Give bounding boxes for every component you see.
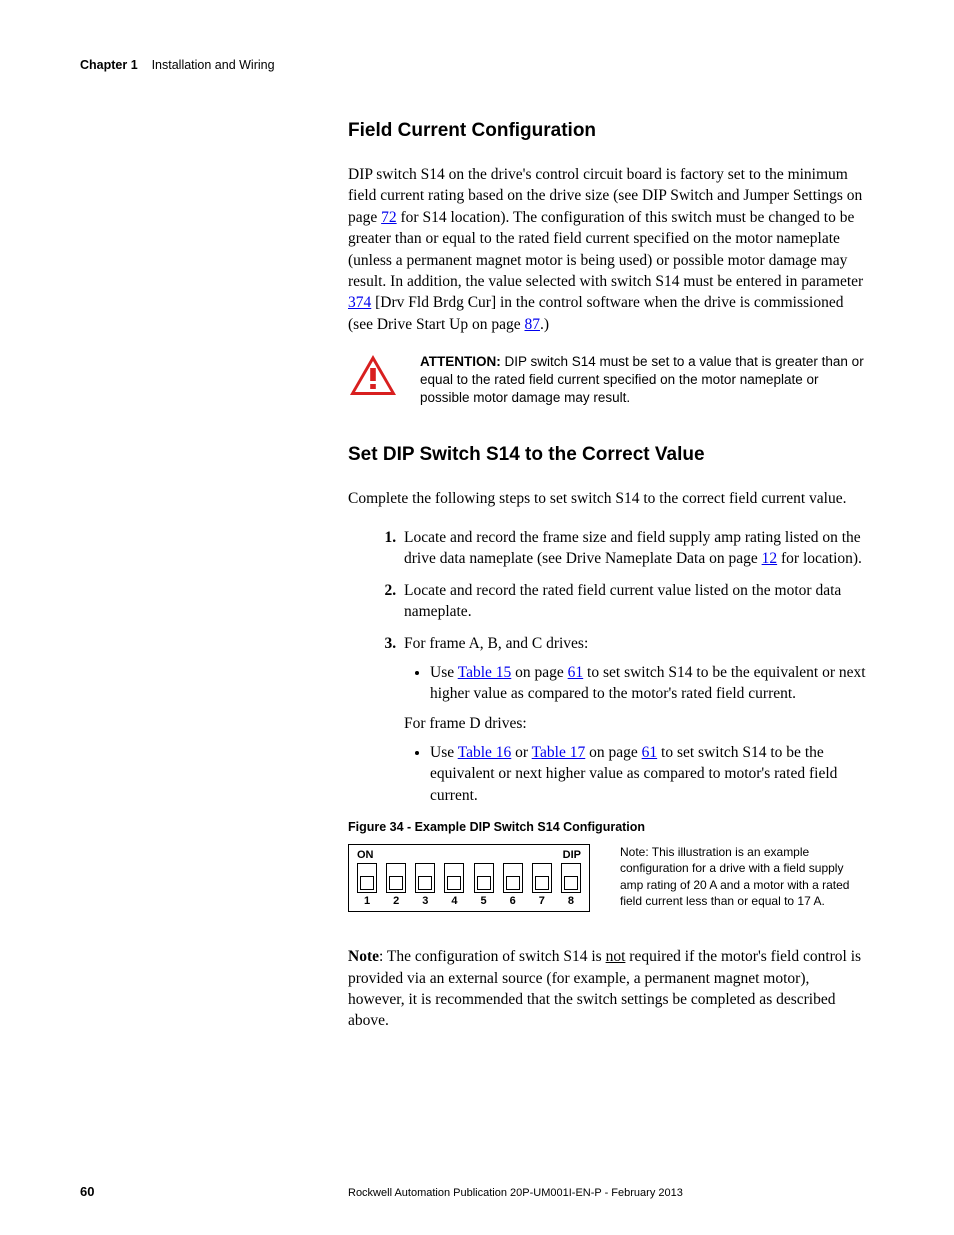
- text-fragment: on page: [511, 664, 567, 681]
- dip-on-label: ON: [357, 849, 374, 861]
- figure-row: ON DIP 12345678 Note: This illustration …: [348, 844, 868, 912]
- dip-switch-diagram: ON DIP 12345678: [348, 844, 590, 912]
- attention-label: ATTENTION:: [420, 354, 505, 369]
- page-number: 60: [80, 1184, 348, 1199]
- link-parameter-374[interactable]: 374: [348, 294, 371, 311]
- bullet-frame-abc: Use Table 15 on page 61 to set switch S1…: [430, 662, 868, 705]
- steps-list: Locate and record the frame size and fie…: [348, 527, 868, 806]
- dip-switch-1: [357, 863, 377, 893]
- page-footer: 60 Rockwell Automation Publication 20P-U…: [80, 1184, 874, 1199]
- closing-note: Note: The configuration of switch S14 is…: [348, 946, 868, 1032]
- chapter-title: Installation and Wiring: [152, 58, 275, 72]
- figure-side-note: Note: This illustration is an example co…: [620, 844, 850, 909]
- text-fragment: for location).: [777, 550, 862, 567]
- link-table-15[interactable]: Table 15: [458, 664, 512, 681]
- note-not: not: [606, 948, 626, 965]
- text-fragment: .): [540, 316, 549, 333]
- text-fragment: on page: [585, 744, 641, 761]
- publication-info: Rockwell Automation Publication 20P-UM00…: [348, 1187, 683, 1199]
- link-table-17[interactable]: Table 17: [532, 744, 586, 761]
- section1-paragraph: DIP switch S14 on the drive's control ci…: [348, 164, 868, 335]
- dip-switch-7: [532, 863, 552, 893]
- dip-dip-label: DIP: [563, 849, 581, 861]
- section2-intro: Complete the following steps to set swit…: [348, 488, 868, 509]
- text-fragment: for S14 location). The configuration of …: [348, 209, 863, 290]
- dip-switch-8: [561, 863, 581, 893]
- text-fragment: : The configuration of switch S14 is: [379, 948, 606, 965]
- dip-number-6: 6: [503, 895, 523, 907]
- dip-switch-2: [386, 863, 406, 893]
- dip-number-1: 1: [357, 895, 377, 907]
- section-heading-set-dip: Set DIP Switch S14 to the Correct Value: [348, 444, 868, 466]
- dip-switch-6: [503, 863, 523, 893]
- text-fragment: For frame A, B, and C drives:: [404, 635, 588, 652]
- section-heading-field-current: Field Current Configuration: [348, 120, 868, 142]
- note-label: Note: [348, 948, 379, 965]
- step3-bullets-d: Use Table 16 or Table 17 on page 61 to s…: [404, 742, 868, 806]
- dip-number-7: 7: [532, 895, 552, 907]
- dip-number-8: 8: [561, 895, 581, 907]
- dip-switch-4: [444, 863, 464, 893]
- dip-number-3: 3: [415, 895, 435, 907]
- step3-lead-d: For frame D drives:: [404, 713, 868, 734]
- dip-switch-3: [415, 863, 435, 893]
- dip-number-2: 2: [386, 895, 406, 907]
- text-fragment: Use: [430, 664, 458, 681]
- step-3: For frame A, B, and C drives: Use Table …: [400, 633, 868, 807]
- link-page-12[interactable]: 12: [762, 550, 778, 567]
- step-1: Locate and record the frame size and fie…: [400, 527, 868, 570]
- chapter-label: Chapter 1: [80, 58, 138, 72]
- dip-number-5: 5: [474, 895, 494, 907]
- link-page-72[interactable]: 72: [381, 209, 397, 226]
- link-page-61a[interactable]: 61: [568, 664, 584, 681]
- link-table-16[interactable]: Table 16: [458, 744, 512, 761]
- attention-text: ATTENTION: DIP switch S14 must be set to…: [420, 353, 868, 408]
- dip-number-4: 4: [444, 895, 464, 907]
- text-fragment: [Drv Fld Brdg Cur] in the control softwa…: [348, 294, 844, 332]
- running-header: Chapter 1 Installation and Wiring: [80, 58, 874, 72]
- attention-icon: [348, 353, 398, 402]
- step3-bullets-abc: Use Table 15 on page 61 to set switch S1…: [404, 662, 868, 705]
- link-page-87[interactable]: 87: [524, 316, 540, 333]
- dip-switch-5: [474, 863, 494, 893]
- attention-callout: ATTENTION: DIP switch S14 must be set to…: [348, 353, 868, 408]
- text-fragment: or: [511, 744, 531, 761]
- link-page-61b[interactable]: 61: [642, 744, 658, 761]
- bullet-frame-d: Use Table 16 or Table 17 on page 61 to s…: [430, 742, 868, 806]
- figure-caption: Figure 34 - Example DIP Switch S14 Confi…: [348, 820, 868, 834]
- text-fragment: Use: [430, 744, 458, 761]
- step-2: Locate and record the rated field curren…: [400, 580, 868, 623]
